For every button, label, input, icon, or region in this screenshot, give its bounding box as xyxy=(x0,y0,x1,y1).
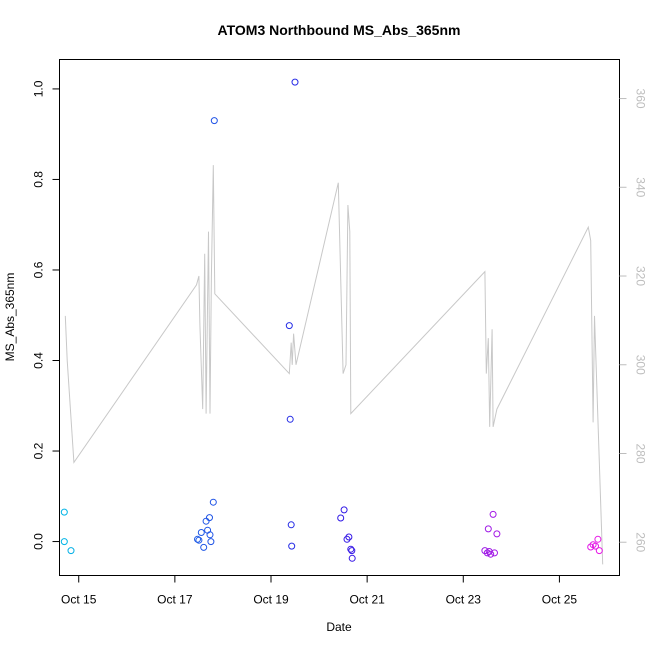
x-tick-label: Oct 19 xyxy=(253,593,289,607)
data-point xyxy=(489,510,497,518)
scatter-points xyxy=(60,78,603,562)
x-tick-label: Oct 15 xyxy=(61,593,97,607)
data-point xyxy=(343,535,351,543)
data-point xyxy=(348,547,356,555)
data-point xyxy=(348,554,356,562)
right-axis-tick-label: 340 xyxy=(634,177,648,197)
data-point xyxy=(487,550,495,558)
data-point xyxy=(60,538,68,546)
data-point xyxy=(200,543,208,551)
data-point xyxy=(291,78,299,86)
data-point xyxy=(67,547,75,555)
data-point xyxy=(340,506,348,514)
data-point xyxy=(337,514,345,522)
y-axis: 0.0 0.2 0.4 0.6 0.8 1.0 xyxy=(32,80,60,550)
y-tick-label: 0.2 xyxy=(32,442,46,459)
data-point xyxy=(595,547,603,555)
x-tick-label: Oct 21 xyxy=(349,593,385,607)
data-point xyxy=(197,529,205,536)
data-point xyxy=(288,542,296,550)
y-tick-label: 0.8 xyxy=(32,171,46,188)
y-tick-label: 0.0 xyxy=(32,533,46,550)
right-axis-tick-label: 320 xyxy=(634,266,648,286)
data-point xyxy=(592,542,599,550)
data-point xyxy=(587,543,595,551)
x-tick-label: Oct 23 xyxy=(446,593,482,607)
y-tick-label: 1.0 xyxy=(32,80,46,97)
data-point xyxy=(206,514,213,522)
data-point xyxy=(206,531,214,539)
right-axis-tick-label: 360 xyxy=(634,89,648,109)
x-tick-label: Oct 25 xyxy=(542,593,578,607)
data-point xyxy=(481,547,489,555)
data-point xyxy=(209,498,217,506)
data-point xyxy=(491,549,498,557)
data-point xyxy=(194,535,201,543)
data-point xyxy=(347,545,355,553)
data-point xyxy=(493,530,501,538)
right-axis-tick-label: 280 xyxy=(634,443,648,463)
data-point xyxy=(286,415,294,423)
right-axis-tick-label: 300 xyxy=(634,355,648,375)
data-point xyxy=(60,508,68,516)
data-point xyxy=(195,536,203,544)
data-point xyxy=(484,525,492,533)
data-point xyxy=(210,117,218,125)
plot-frame xyxy=(59,59,620,576)
right-axis-tick-label: 260 xyxy=(634,532,648,552)
data-point xyxy=(285,322,293,330)
data-point xyxy=(287,521,295,529)
data-point xyxy=(594,535,602,543)
data-point xyxy=(345,533,353,541)
x-tick-label: Oct 17 xyxy=(157,593,193,607)
y-tick-label: 0.4 xyxy=(32,352,46,369)
y-axis-label: MS_Abs_365nm xyxy=(3,273,17,362)
data-point xyxy=(483,549,491,557)
data-point xyxy=(207,538,215,546)
data-point xyxy=(202,517,210,525)
line-series-path xyxy=(64,165,604,565)
x-axis: Oct 15 Oct 17 Oct 19 Oct 21 Oct 23 Oct 25 xyxy=(61,575,578,607)
x-axis-label: Date xyxy=(326,620,352,634)
chart-title: ATOM3 Northbound MS_Abs_365nm xyxy=(218,22,461,38)
y-tick-label: 0.6 xyxy=(32,261,46,278)
right-axis: 260 280 300 320 340 360 xyxy=(619,89,648,553)
secondary-line-series xyxy=(64,165,604,565)
